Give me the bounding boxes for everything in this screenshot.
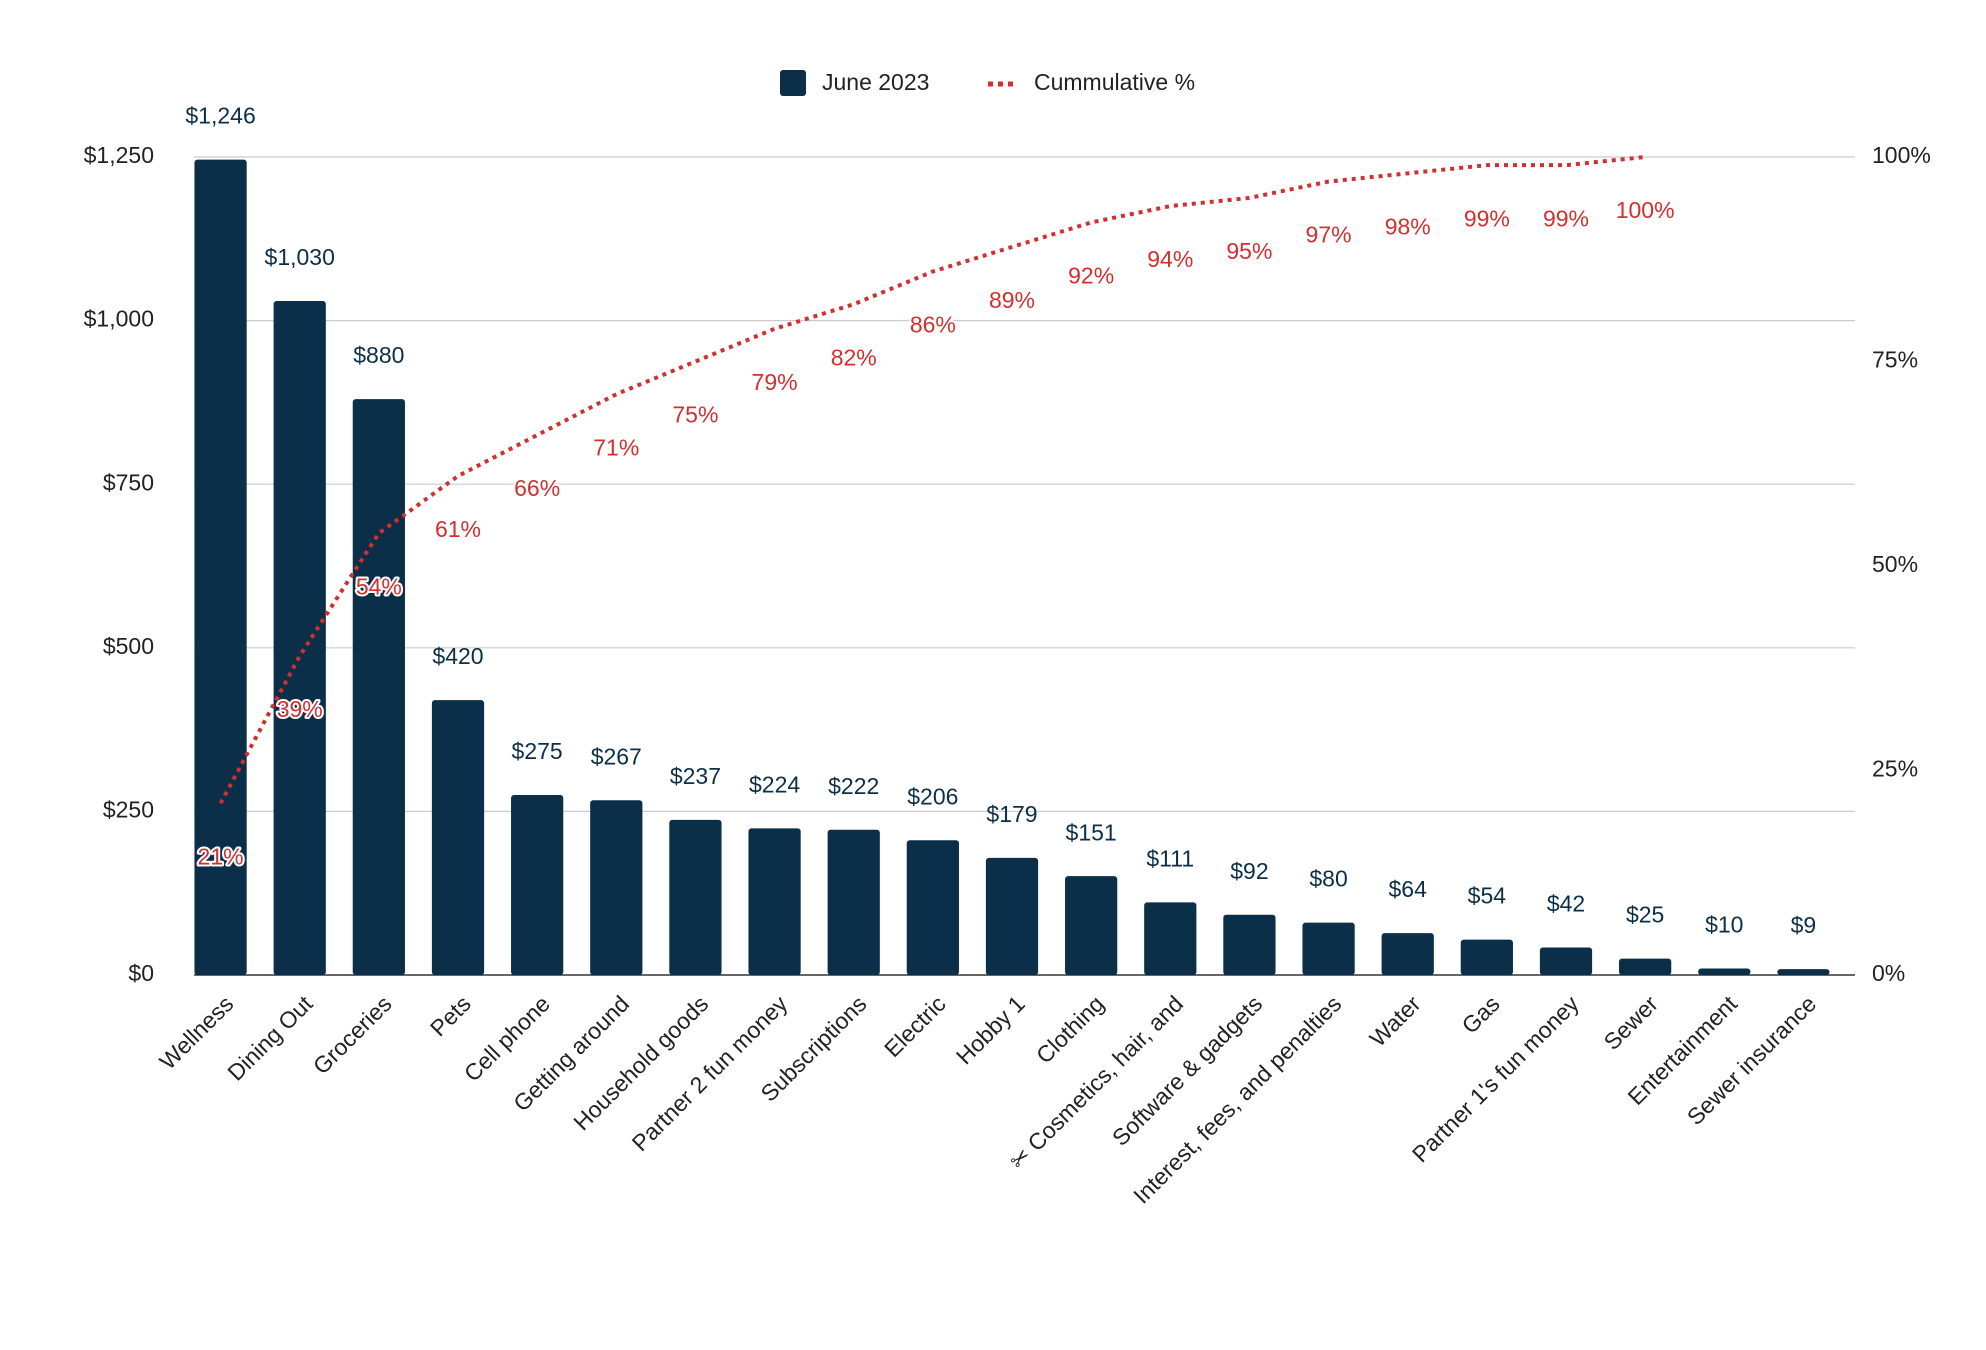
x-tick-label: Partner 2 fun money [627, 990, 793, 1156]
bar [669, 819, 722, 975]
value-label: $25 [1626, 902, 1664, 928]
y2-tick-label: 0% [1872, 960, 1905, 986]
y2-tick-label: 25% [1872, 756, 1918, 782]
bar [1777, 969, 1830, 975]
cumulative-label: 94% [1147, 246, 1193, 272]
cumulative-label: 97% [1306, 222, 1352, 248]
bar [431, 700, 485, 975]
x-tick-label: Pets [425, 990, 476, 1041]
x-tick-label: Water [1364, 990, 1425, 1051]
bar [1381, 933, 1434, 975]
cumulative-label: 92% [1068, 263, 1114, 289]
y-tick-label: $1,000 [84, 306, 154, 332]
bar [1223, 914, 1276, 975]
bar [194, 159, 247, 975]
value-label: $10 [1705, 912, 1743, 938]
value-label: $1,246 [185, 103, 255, 129]
cumulative-label: 86% [910, 312, 956, 338]
value-label: $224 [749, 771, 800, 797]
value-label: $880 [353, 342, 404, 368]
bar [985, 857, 1039, 975]
cumulative-label: 98% [1385, 213, 1431, 239]
y-tick-label: $1,250 [84, 142, 154, 168]
y2-tick-label: 100% [1872, 142, 1931, 168]
x-tick-label: Gas [1456, 990, 1504, 1038]
value-label: $111 [1146, 845, 1194, 871]
y-tick-label: $500 [103, 633, 154, 659]
bar [748, 828, 801, 975]
legend-swatch [780, 70, 806, 96]
y-tick-label: $750 [103, 469, 154, 495]
cumulative-label: 66% [514, 475, 560, 501]
x-tick-label: Groceries [308, 990, 397, 1079]
bar [1619, 958, 1672, 975]
bar [1698, 968, 1751, 975]
x-tick-label: Household goods [568, 990, 713, 1135]
cumulative-label: 79% [752, 369, 798, 395]
value-label: $42 [1547, 891, 1585, 917]
bar [1302, 922, 1355, 975]
value-label: $275 [512, 738, 563, 764]
y2-tick-label: 50% [1872, 551, 1918, 577]
bar [273, 300, 326, 975]
cumulative-label: 82% [831, 344, 877, 370]
x-tick-label: Wellness [154, 990, 238, 1074]
y2-tick-label: 75% [1872, 347, 1918, 373]
cumulative-label: 61% [435, 516, 481, 542]
cumulative-label: 75% [672, 402, 718, 428]
bar [352, 399, 405, 975]
value-label: $9 [1791, 912, 1817, 938]
bar [1460, 939, 1513, 975]
value-label: $92 [1230, 858, 1268, 884]
cumulative-label: 71% [593, 434, 639, 460]
value-label: $80 [1309, 866, 1347, 892]
cumulative-label: 89% [989, 287, 1035, 313]
value-label: $267 [591, 743, 642, 769]
y-tick-label: $0 [128, 960, 154, 986]
bar [1144, 902, 1197, 975]
cumulative-line [218, 155, 1646, 805]
cumulative-label: 99% [1543, 205, 1589, 231]
x-tick-label: Hobby 1 [951, 990, 1030, 1069]
cumulative-label: 39% [277, 696, 323, 722]
bar [827, 829, 880, 975]
value-label: $420 [432, 643, 483, 669]
value-label: $206 [907, 783, 958, 809]
x-tick-label: Software & gadgets [1107, 990, 1267, 1150]
value-label: $151 [1066, 819, 1117, 845]
cumulative-label: 54% [356, 573, 402, 599]
x-tick-label: Clothing [1031, 990, 1109, 1068]
cumulative-label: 100% [1616, 197, 1675, 223]
legend: June 2023 Cummulative % [780, 69, 1195, 96]
value-label: $179 [986, 801, 1037, 827]
bar [1539, 947, 1593, 975]
cumulative-label: 21% [198, 843, 244, 869]
bar [1065, 876, 1118, 975]
bar [590, 800, 643, 975]
cumulative-label: 99% [1464, 205, 1510, 231]
value-label: $222 [828, 773, 879, 799]
x-tick-label: Electric [879, 990, 951, 1062]
x-tick-label: Dining Out [222, 990, 318, 1086]
value-label: $54 [1468, 883, 1507, 909]
value-label: $64 [1389, 876, 1428, 902]
legend-label: June 2023 [822, 69, 929, 95]
legend-label: Cummulative % [1034, 69, 1195, 95]
bar [906, 840, 959, 975]
cumulative-label: 95% [1226, 238, 1272, 264]
x-tick-label: Sewer [1598, 990, 1663, 1055]
value-label: $237 [670, 763, 721, 789]
y-tick-label: $250 [103, 796, 154, 822]
value-label: $1,030 [265, 244, 335, 270]
bar [511, 795, 564, 975]
